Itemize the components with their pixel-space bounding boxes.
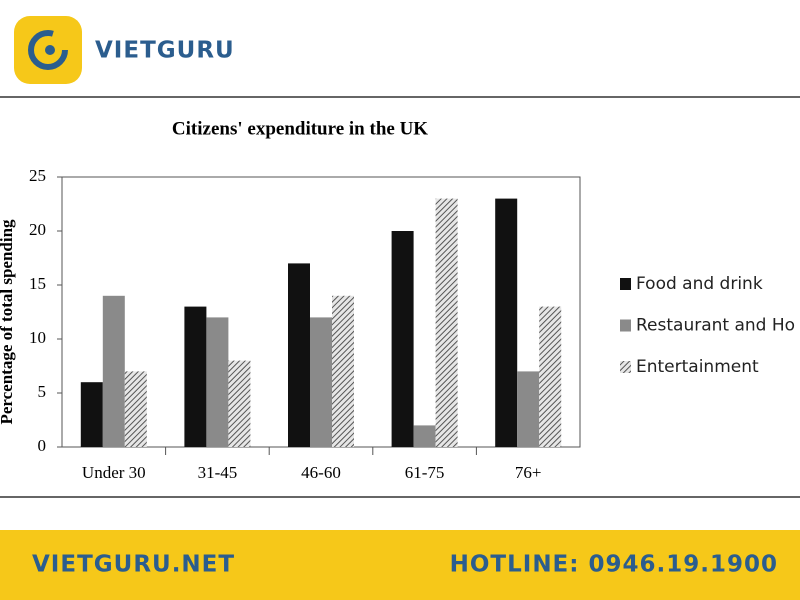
brand-name: VIETGURU xyxy=(95,38,235,64)
x-tick-label: Under 30 xyxy=(82,463,146,482)
logo-dot xyxy=(45,45,55,55)
bar xyxy=(413,425,436,447)
footer xyxy=(0,530,800,600)
x-tick-label: 76+ xyxy=(515,463,542,482)
y-tick-label: 20 xyxy=(29,220,46,239)
legend-swatch xyxy=(620,278,631,290)
website: VIETGURU.NET xyxy=(32,552,235,578)
hotline: HOTLINE: 0946.19.1900 xyxy=(450,552,778,578)
y-axis-label: Percentage of total spending xyxy=(0,219,16,425)
y-tick-label: 0 xyxy=(38,436,47,455)
bar xyxy=(310,317,332,447)
bar xyxy=(80,382,103,447)
bar xyxy=(332,295,354,447)
y-tick-label: 25 xyxy=(29,166,46,185)
legend-label: Restaurant and Ho xyxy=(636,316,795,336)
legend-label: Entertainment xyxy=(636,357,759,377)
bar xyxy=(495,198,518,447)
y-tick-label: 10 xyxy=(29,328,46,347)
bar xyxy=(288,263,310,447)
legend-swatch xyxy=(620,361,631,373)
bar xyxy=(184,306,207,447)
legend-label: Food and drink xyxy=(636,274,763,294)
chart: 0 5 10 15 20 25 Under 30 31-45 46-60 61-75 76+ Food… xyxy=(29,166,795,482)
bar xyxy=(228,360,251,447)
bar xyxy=(435,198,458,447)
bar xyxy=(517,371,540,447)
bar xyxy=(124,371,147,447)
bar xyxy=(539,306,562,447)
x-tick-label: 46-60 xyxy=(301,463,341,482)
y-tick-label: 15 xyxy=(29,274,46,293)
y-tick-label: 5 xyxy=(38,382,47,401)
bar xyxy=(206,317,229,447)
legend-swatch xyxy=(620,319,631,332)
bar xyxy=(102,295,125,447)
x-tick-label: 31-45 xyxy=(198,463,238,482)
logo-icon xyxy=(28,30,68,70)
bar xyxy=(391,231,414,447)
chart-title: Citizens' expenditure in the UK xyxy=(172,118,428,139)
x-tick-label: 61-75 xyxy=(405,463,445,482)
